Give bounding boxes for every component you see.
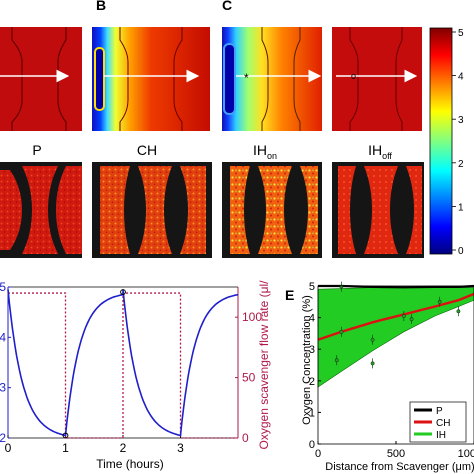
oxygen-curve [7,289,239,437]
colorbar-tick-label: 0 [458,246,464,257]
exp-label-ch: CH [136,142,158,158]
data-point [437,299,442,304]
c2-marker: o [351,71,356,81]
plot-e-y-tick-label: 2 [309,376,315,388]
legend-label: IH [436,430,446,441]
marker-dot [120,289,126,295]
plot-e-xlabel: Distance from Scavenger (μm) [325,461,474,473]
plot-d-x-tick-label: 3 [177,441,184,455]
sim-panel-a [0,27,82,131]
exp-label-ih-on: IHon [252,142,277,161]
plot-e-ylabel: Oxygen Concentration (%) [301,295,313,425]
sim-panel-c2: o [332,27,422,131]
legend-label: CH [436,418,450,429]
plot-e-y-tick-label: 1 [309,407,315,419]
plot-e-x-tick-label: 500 [387,448,405,460]
plot-d-xlabel: Time (hours) [96,457,164,471]
exp-label-ih-off: IHoff [368,142,392,161]
plot-d-x-tick-label: 0 [5,441,12,455]
colorbar-tick-label: 1 [458,202,464,213]
exp-panel-ch [92,162,212,258]
simulation-row: * o [0,27,422,131]
plot-d-left-tick-label: 4 [0,330,6,344]
data-point [339,329,344,334]
data-point [401,314,406,318]
plot-e-y-tick-label: 4 [309,313,315,325]
exp-panel-ih-on [222,162,322,258]
plot-d-right-ylabel: Oxygen scavenger flow rate (μl/s) [257,280,271,449]
plot-d: 5 4 3 2 0 50 100 0 1 2 3 Time (hours) Oxygen sca… [0,280,271,471]
plot-e-x-tick-label: 100 [458,448,474,460]
colorbar-tick-label: 3 [458,115,464,126]
data-point [370,361,375,366]
exp-panel-ih-off [332,162,424,258]
colorbar-tick-label: 2 [458,159,464,170]
sim-panel-c1: * [222,27,322,131]
data-point [456,309,461,314]
legend-label: P [436,406,443,417]
plot-d-left-tick-label: 3 [0,381,6,395]
c1-marker: * [244,71,249,85]
colorbar: 5 4 3 2 1 0 [429,27,464,257]
panel-label-c: C [222,0,233,13]
exp-panel-p [0,162,82,258]
plot-d-left-tick-label: 5 [0,280,6,294]
plot-d-left-tick-label: 2 [0,431,6,445]
plot-e-x-tick-label: 0 [315,448,321,460]
plot-e-y-tick-label: 5 [309,281,315,293]
data-point [334,358,339,363]
marker-dot [62,432,69,439]
data-point [370,337,375,342]
sim-panel-b [92,27,210,131]
exp-label-p: P [32,142,42,158]
plot-d-right-tick-label: 0 [242,431,249,445]
panel-label-e: E [285,287,295,303]
panel-label-b: B [96,0,107,13]
plot-d-x-tick-label: 2 [120,441,127,455]
plot-d-right-tick-label: 50 [242,371,256,385]
data-point [339,284,344,289]
plot-d-right-tick-label: 100 [242,310,262,324]
data-point [409,317,414,322]
plot-e-y-tick-label: 0 [309,439,315,451]
colorbar-tick-label: 5 [458,28,464,39]
plot-e-y-tick-label: 3 [309,344,315,356]
experimental-row [0,162,424,258]
plot-d-x-tick-label: 1 [62,441,69,455]
colorbar-tick-label: 4 [458,72,464,83]
flow-rate-line [8,292,238,439]
